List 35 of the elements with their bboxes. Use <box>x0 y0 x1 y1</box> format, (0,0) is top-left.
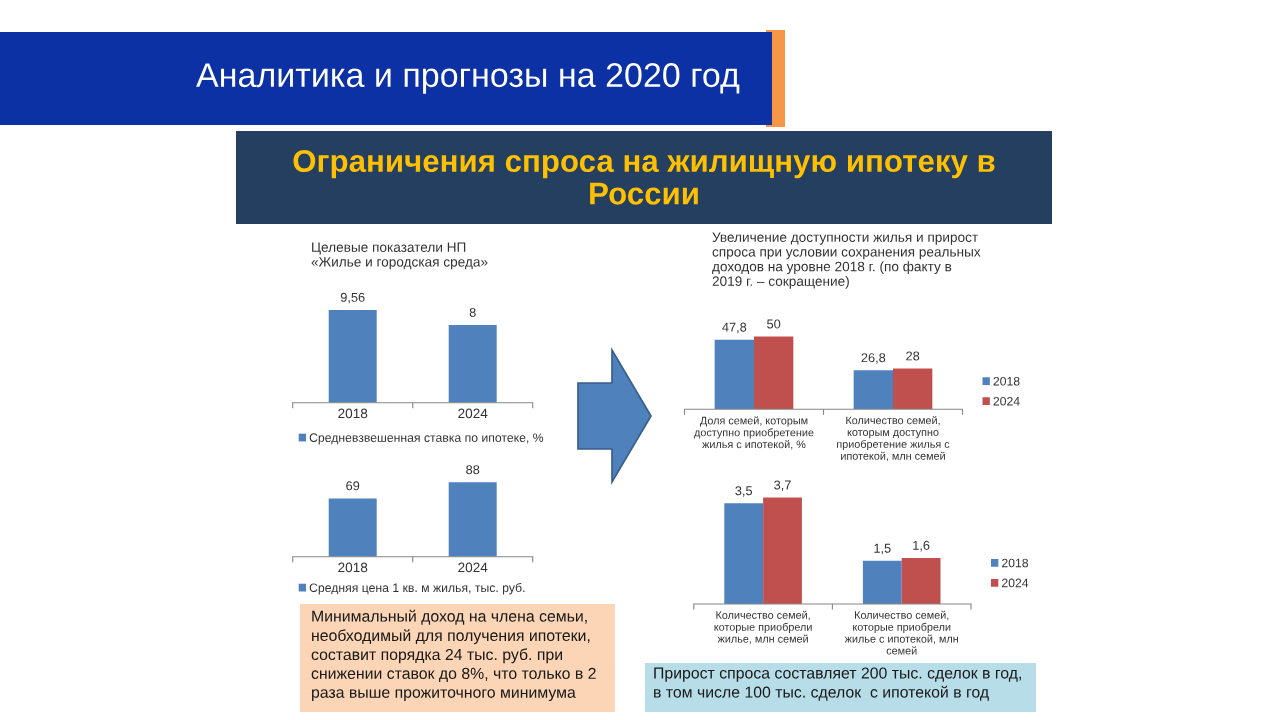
chart-title: Целевые показатели НП «Жилье и городская среда» <box>311 242 488 270</box>
data-label: 26,8 <box>861 353 886 364</box>
legend-label: Средняя цена 1 кв. м жилья, тыс. руб. <box>309 582 525 595</box>
data-label: 69 <box>346 481 360 491</box>
chart-title: Увеличение доступности жилья и прирост спроса при условии сохранения реальных доходов на уровне 2018 г. (по факту в 2019 г. – сокращение) <box>712 232 981 289</box>
x-tick-label: Количество семей, которым доступно приобретение жилья с ипотекой, млн семей <box>837 416 950 462</box>
data-label: 8 <box>469 307 476 317</box>
text: Ограничения спроса на жилищную ипотеку в России <box>293 150 995 205</box>
bar <box>763 497 802 604</box>
bar <box>853 370 893 410</box>
x-tick-label: Количество семей, которые приобрели жилье с ипотекой, млн семей <box>844 610 958 655</box>
legend-label: Средневзвешенная ставка по ипотеке, % <box>309 433 544 445</box>
bar <box>754 336 794 410</box>
data-label: 3,5 <box>735 486 753 497</box>
bar <box>901 558 941 604</box>
data-label: 50 <box>767 319 781 329</box>
text: Аналитика и прогнозы на 2020 год <box>196 63 740 94</box>
bar <box>714 339 754 410</box>
x-tick-label: Доля семей, которым доступно приобретение жилья с ипотекой, % <box>694 416 814 450</box>
data-label: 1,6 <box>913 540 930 552</box>
data-label: 9,56 <box>340 292 365 304</box>
data-label: 88 <box>466 465 480 475</box>
x-tick-label: Количество семей, которые приобрели жилье, млн семей <box>714 610 812 644</box>
bar <box>862 560 902 604</box>
legend-label: 2024 <box>993 396 1020 406</box>
bar <box>893 368 933 410</box>
data-label: 3,7 <box>774 480 791 492</box>
legend-label: 2024 <box>1002 578 1029 588</box>
text: Прирост спроса составляет 200 тыс. сделок в год, в том числе 100 тыс. сделок с ипотекой в год <box>654 667 1021 701</box>
data-label: 1,5 <box>874 543 891 555</box>
legend-label: 2018 <box>993 376 1020 386</box>
data-label: 28 <box>906 351 920 361</box>
bar <box>724 503 764 604</box>
data-label: 47,8 <box>722 322 747 334</box>
text: Минимальный доход на члена семьи, необходимый для получения ипотеки, составит порядка 24 тыс. руб. при снижении ставок до 8%, что только в 2 раза выше прожиточного минимума <box>311 609 596 702</box>
